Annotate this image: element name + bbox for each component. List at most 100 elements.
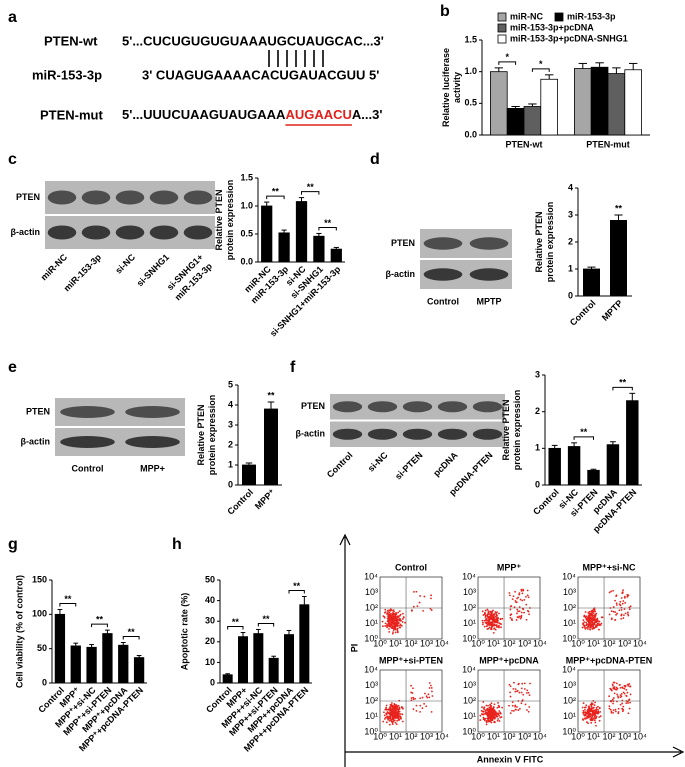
flow-dot bbox=[497, 617, 499, 620]
flow-tick-label: 10⁴ bbox=[533, 638, 547, 648]
y-axis-label: protein expression bbox=[512, 390, 522, 471]
flow-dot bbox=[412, 687, 414, 690]
flow-dot bbox=[490, 712, 493, 715]
flow-dot bbox=[596, 712, 598, 715]
significance: ** bbox=[293, 581, 301, 591]
flow-dot bbox=[430, 710, 433, 713]
flow-dot bbox=[402, 616, 405, 618]
flow-dot bbox=[615, 604, 618, 606]
flow-dot bbox=[594, 616, 597, 618]
flow-dot bbox=[412, 708, 415, 711]
y-tick-label: 5 bbox=[228, 379, 233, 389]
flow-tick-label: 10³ bbox=[365, 587, 378, 597]
flow-dots bbox=[382, 682, 434, 726]
flow-dot bbox=[611, 698, 614, 701]
flow-dot bbox=[494, 611, 497, 613]
significance-bracket bbox=[301, 191, 320, 195]
flow-dot bbox=[489, 618, 492, 621]
flow-dot bbox=[527, 691, 530, 694]
y-axis-label: protein expression bbox=[545, 202, 555, 283]
flow-dot bbox=[483, 625, 486, 628]
flow-dot bbox=[518, 707, 521, 710]
flow-dot bbox=[391, 623, 393, 626]
flow-dot bbox=[391, 609, 393, 612]
significance-bracket bbox=[318, 226, 337, 231]
flow-dot bbox=[587, 624, 590, 626]
seq-name: PTEN-wt bbox=[44, 33, 98, 48]
flow-dot bbox=[625, 695, 628, 697]
flow-dot bbox=[412, 605, 415, 608]
flow-dot bbox=[621, 710, 624, 713]
flow-dot bbox=[612, 702, 614, 705]
flow-dot bbox=[479, 719, 482, 721]
flow-dot bbox=[591, 624, 593, 627]
flow-dot bbox=[613, 692, 616, 695]
flow-dot bbox=[514, 590, 516, 593]
blot-lane-label: si-SNHG1 bbox=[135, 252, 171, 288]
flow-dot bbox=[610, 590, 613, 593]
flow-dot bbox=[600, 622, 603, 625]
significance-bracket bbox=[573, 436, 594, 440]
flow-dot bbox=[617, 712, 620, 715]
flow-y-label: PI bbox=[349, 644, 359, 653]
flow-dot bbox=[511, 704, 514, 707]
flow-dot bbox=[508, 683, 511, 686]
flow-dot bbox=[393, 617, 396, 620]
flow-dot bbox=[514, 599, 517, 602]
bar bbox=[102, 633, 113, 684]
y-tick-label: 150 bbox=[32, 574, 47, 584]
flow-dot bbox=[392, 631, 394, 634]
flow-tick-label: 10⁰ bbox=[364, 633, 378, 643]
flow-dot bbox=[394, 631, 397, 634]
blot-band bbox=[332, 428, 363, 440]
bar bbox=[261, 205, 273, 263]
flow-dot bbox=[615, 594, 618, 597]
flow-dot bbox=[386, 626, 388, 629]
flow-dot bbox=[495, 624, 498, 627]
flow-dot bbox=[389, 626, 392, 628]
flow-tick-label: 10¹ bbox=[389, 731, 402, 741]
flow-dot bbox=[399, 713, 402, 715]
flow-dot bbox=[428, 682, 431, 684]
blot-band bbox=[81, 225, 111, 240]
flow-dot bbox=[590, 703, 593, 706]
flow-tick-label: 10⁴ bbox=[364, 571, 378, 581]
sequence: 5'...CUCUGUGUGUAAAUGCUAUGCAC...3' bbox=[122, 33, 384, 48]
flow-dot bbox=[389, 613, 392, 616]
flow-dot bbox=[387, 718, 390, 721]
flow-dot bbox=[481, 619, 484, 622]
flow-dot bbox=[612, 606, 615, 608]
flow-dot bbox=[513, 681, 515, 684]
flow-dot bbox=[619, 604, 622, 607]
flow-dot bbox=[385, 625, 388, 627]
flow-dot bbox=[592, 710, 595, 713]
flow-dot bbox=[428, 696, 431, 699]
flow-dot bbox=[627, 614, 630, 617]
flow-dot bbox=[509, 695, 512, 698]
flow-dot bbox=[484, 613, 486, 615]
flow-dot bbox=[628, 683, 631, 685]
flow-dot bbox=[623, 614, 625, 616]
flow-dot bbox=[491, 610, 494, 613]
flow-dot bbox=[608, 705, 611, 708]
flow-dot bbox=[626, 691, 629, 694]
y-tick-label: 50 bbox=[205, 574, 215, 584]
flow-dot bbox=[610, 618, 613, 621]
flow-tick-label: 10⁴ bbox=[435, 638, 449, 648]
flow-dot bbox=[619, 600, 622, 603]
blot-band bbox=[437, 401, 468, 413]
flow-dot bbox=[520, 691, 523, 694]
y-axis-label: Relative luciferase bbox=[441, 48, 451, 127]
flow-dot bbox=[623, 687, 626, 690]
flow-dot bbox=[520, 702, 523, 705]
flow-dot bbox=[384, 716, 387, 719]
flow-tick-label: 10¹ bbox=[563, 618, 576, 628]
flow-dot bbox=[587, 715, 590, 718]
flow-dot bbox=[415, 590, 418, 593]
flow-dot bbox=[619, 694, 622, 697]
blot-row-label: PTEN bbox=[26, 406, 50, 416]
flow-dot bbox=[627, 613, 629, 616]
flow-tick-label: 10⁴ bbox=[462, 664, 476, 674]
flow-dot bbox=[519, 617, 522, 620]
flow-dot bbox=[486, 628, 489, 630]
